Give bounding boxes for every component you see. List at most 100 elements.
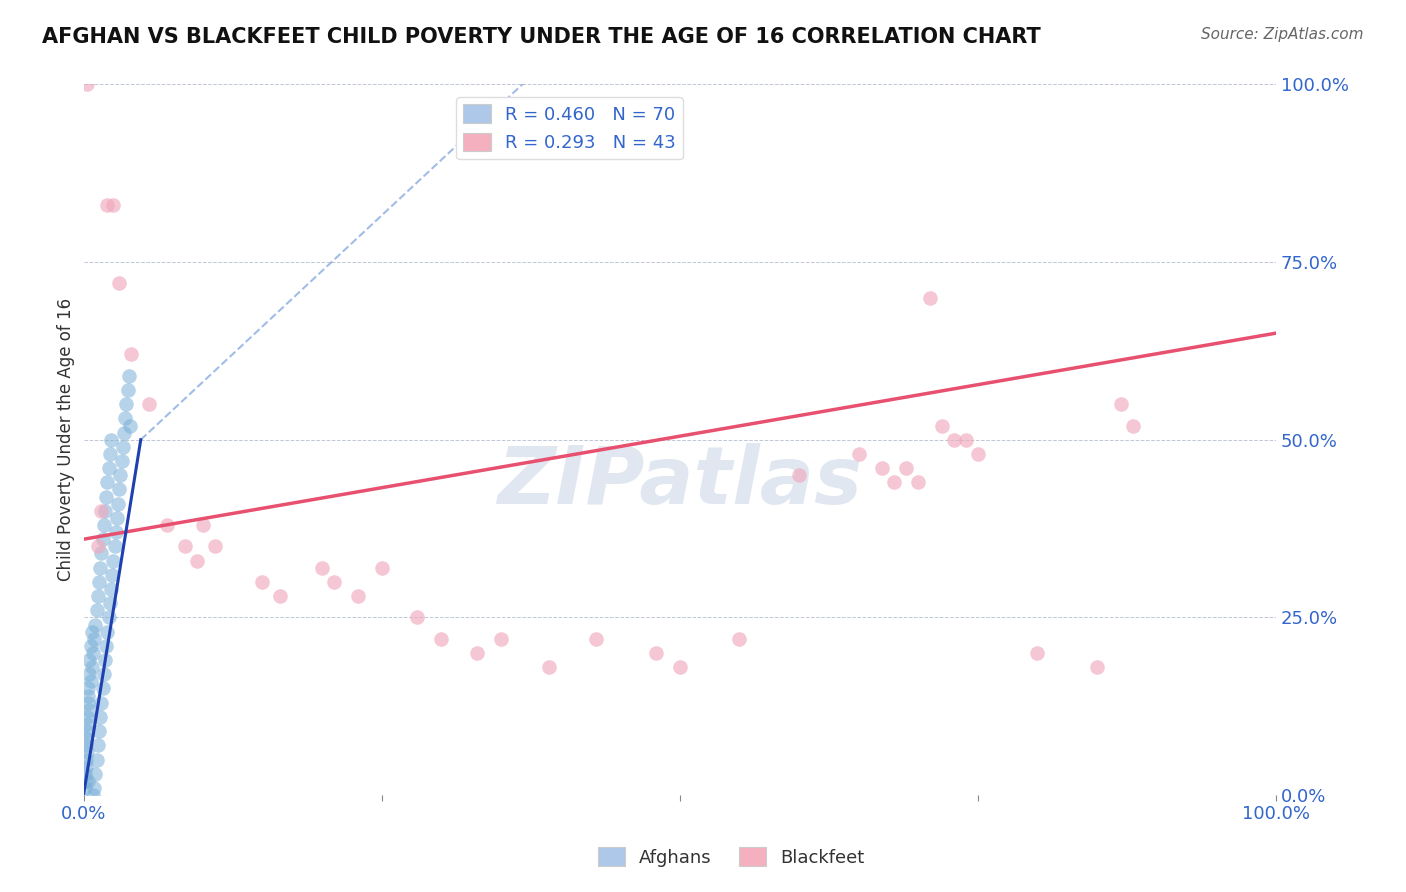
Point	[907, 475, 929, 490]
Point	[96, 639, 118, 653]
Point	[75, 739, 97, 753]
Point	[79, 703, 101, 717]
Point	[537, 660, 560, 674]
Point	[1109, 397, 1132, 411]
Point	[489, 632, 512, 646]
Point	[186, 553, 208, 567]
Point	[728, 632, 751, 646]
Point	[955, 433, 977, 447]
Point	[86, 603, 108, 617]
Point	[84, 766, 107, 780]
Point	[108, 483, 131, 497]
Point	[97, 610, 120, 624]
Point	[430, 632, 453, 646]
Point	[93, 518, 115, 533]
Text: AFGHAN VS BLACKFEET CHILD POVERTY UNDER THE AGE OF 16 CORRELATION CHART: AFGHAN VS BLACKFEET CHILD POVERTY UNDER …	[42, 27, 1040, 46]
Point	[82, 646, 104, 660]
Point	[931, 418, 953, 433]
Point	[79, 667, 101, 681]
Point	[87, 539, 110, 553]
Y-axis label: Child Poverty Under the Age of 16: Child Poverty Under the Age of 16	[58, 298, 75, 582]
Point	[120, 347, 142, 361]
Point	[269, 589, 291, 603]
Point	[1122, 418, 1144, 433]
Point	[117, 383, 139, 397]
Point	[323, 574, 346, 589]
Point	[83, 632, 105, 646]
Point	[84, 617, 107, 632]
Point	[104, 525, 127, 540]
Point	[76, 717, 98, 731]
Point	[77, 696, 100, 710]
Point	[101, 567, 124, 582]
Point	[943, 433, 966, 447]
Point	[111, 454, 134, 468]
Point	[93, 667, 115, 681]
Point	[94, 504, 117, 518]
Point	[920, 291, 942, 305]
Point	[80, 624, 103, 639]
Point	[668, 660, 690, 674]
Legend: R = 0.460   N = 70, R = 0.293   N = 43: R = 0.460 N = 70, R = 0.293 N = 43	[456, 97, 683, 159]
Point	[118, 368, 141, 383]
Point	[1085, 660, 1108, 674]
Point	[82, 788, 104, 802]
Point	[370, 560, 392, 574]
Point	[311, 560, 333, 574]
Point	[103, 198, 125, 212]
Point	[91, 681, 114, 696]
Point	[644, 646, 666, 660]
Point	[73, 766, 96, 780]
Point	[76, 746, 98, 760]
Point	[77, 681, 100, 696]
Point	[98, 596, 121, 610]
Point	[90, 546, 112, 560]
Point	[100, 582, 122, 596]
Text: Source: ZipAtlas.com: Source: ZipAtlas.com	[1201, 27, 1364, 42]
Point	[114, 411, 136, 425]
Point	[87, 574, 110, 589]
Point	[115, 397, 138, 411]
Point	[75, 759, 97, 773]
Point	[156, 518, 179, 533]
Point	[1026, 646, 1049, 660]
Point	[97, 461, 120, 475]
Point	[204, 539, 226, 553]
Point	[76, 710, 98, 724]
Point	[75, 752, 97, 766]
Point	[110, 468, 132, 483]
Point	[79, 674, 101, 689]
Point	[103, 553, 125, 567]
Point	[96, 624, 118, 639]
Point	[191, 518, 214, 533]
Point	[111, 440, 134, 454]
Point	[118, 418, 141, 433]
Point	[73, 780, 96, 795]
Point	[252, 574, 274, 589]
Point	[966, 447, 988, 461]
Text: ZIPatlas: ZIPatlas	[498, 443, 862, 522]
Point	[89, 710, 111, 724]
Point	[76, 78, 98, 92]
Point	[585, 632, 607, 646]
Point	[883, 475, 905, 490]
Point	[465, 646, 488, 660]
Point	[94, 653, 117, 667]
Point	[87, 739, 110, 753]
Point	[96, 490, 118, 504]
Point	[872, 461, 894, 475]
Point	[87, 589, 110, 603]
Point	[89, 560, 111, 574]
Point	[787, 468, 810, 483]
Point	[75, 731, 97, 746]
Point	[79, 653, 101, 667]
Point	[87, 724, 110, 739]
Point	[138, 397, 160, 411]
Point	[346, 589, 368, 603]
Point	[80, 660, 103, 674]
Point	[96, 475, 118, 490]
Point	[406, 610, 429, 624]
Point	[77, 773, 100, 788]
Point	[77, 689, 100, 703]
Point	[848, 447, 870, 461]
